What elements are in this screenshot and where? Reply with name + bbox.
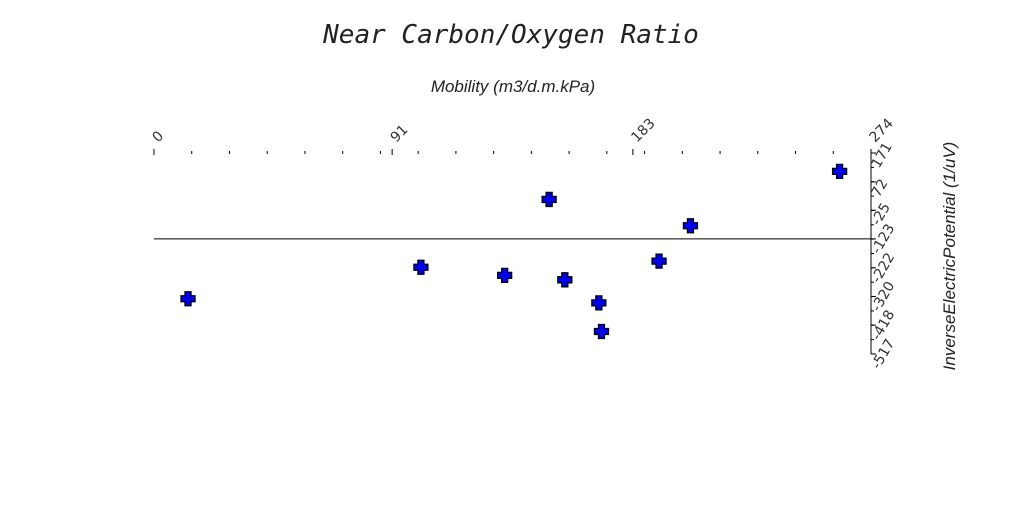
- y-tick-label: 171: [869, 140, 896, 171]
- x-tick-label: 183: [628, 116, 658, 146]
- y-axis-title: InverseElectricPotential (1/uV): [940, 142, 959, 371]
- data-point: [682, 218, 699, 234]
- data-point: [180, 291, 196, 307]
- data-point: [591, 295, 607, 311]
- data-point: [593, 323, 610, 340]
- axes: [154, 153, 872, 354]
- data-point: [497, 267, 513, 284]
- x-axis-title: Mobility (m3/d.m.kPa): [431, 77, 595, 96]
- y-tick-label: 72: [869, 176, 892, 199]
- data-point: [651, 253, 667, 269]
- data-point: [831, 163, 848, 180]
- data-point: [557, 272, 573, 288]
- chart-title: Near Carbon/Oxygen Ratio: [322, 20, 699, 50]
- data-points: [180, 163, 848, 340]
- data-point: [541, 191, 557, 208]
- data-point: [413, 259, 429, 275]
- y-tick-label: -25: [869, 200, 894, 228]
- x-tick-label: 91: [388, 122, 412, 146]
- x-tick-label: 0: [150, 128, 168, 146]
